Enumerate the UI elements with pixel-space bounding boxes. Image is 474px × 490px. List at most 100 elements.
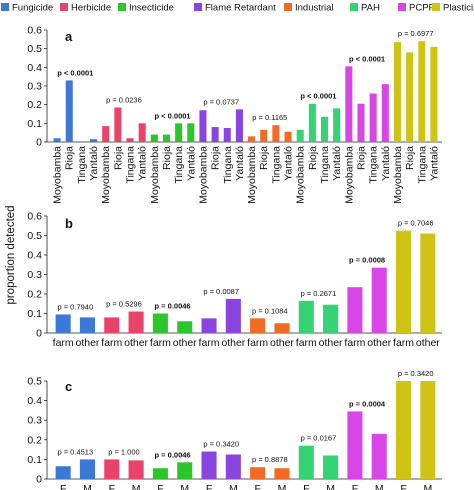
x-tick-label: Yantaló: [331, 146, 343, 181]
x-tick-label: Tingana: [125, 146, 137, 184]
bar: [187, 123, 195, 142]
bar: [104, 459, 120, 479]
bar: [406, 52, 414, 142]
y-tick-label: 0.6: [27, 211, 42, 223]
y-tick-label: 0: [36, 474, 42, 486]
x-tick-label: Tingana: [416, 146, 428, 184]
y-tick-label: 0.3: [27, 415, 42, 427]
p-value-label: p = 0.0737: [203, 97, 239, 106]
x-tick-label: M: [132, 483, 141, 490]
legend-swatch: [350, 3, 358, 11]
bar: [320, 116, 329, 142]
y-tick-label: 0.6: [27, 25, 42, 37]
p-value-label: p = 0.0004: [349, 399, 386, 408]
x-tick-label: Yantaló: [428, 146, 440, 181]
x-tick-label: M: [229, 483, 238, 490]
bar: [102, 126, 110, 142]
bar: [65, 80, 73, 142]
bar: [298, 445, 314, 479]
bar: [223, 128, 231, 142]
legend-swatch: [398, 3, 406, 11]
p-value-label: p < 0.0001: [155, 111, 191, 120]
legend-swatch: [432, 3, 440, 11]
x-tick-label: Moyobamba: [52, 146, 64, 204]
bar: [79, 459, 96, 479]
bar: [177, 321, 193, 333]
y-tick-label: 0.4: [27, 395, 42, 407]
y-tick-label: 0.4: [27, 62, 42, 74]
x-tick-label: farm: [393, 337, 414, 349]
bar: [274, 468, 290, 479]
legend: Fungicide Herbicide Insecticide Flame Retar…: [1, 3, 474, 14]
bar: [347, 287, 363, 333]
x-tick-label: Yantaló: [380, 146, 392, 181]
x-tick-label: farm: [344, 337, 365, 349]
bar: [126, 138, 134, 142]
x-tick-label: Rioja: [355, 146, 367, 170]
bar: [393, 42, 401, 143]
x-tick-label: Tingana: [270, 146, 282, 184]
bar: [274, 323, 290, 333]
panel-letter: b: [65, 216, 73, 231]
x-tick-label: Moyobamba: [246, 146, 258, 204]
p-value-label: p = 0.0087: [203, 287, 239, 296]
bar: [347, 411, 363, 479]
bar: [150, 134, 158, 142]
x-tick-label: Tingana: [368, 146, 380, 184]
x-tick-label: Moyobamba: [392, 146, 404, 204]
bar: [225, 454, 241, 479]
y-tick-label: 0.1: [27, 308, 42, 320]
bar: [308, 103, 316, 142]
x-tick-label: Moyobamba: [197, 146, 209, 204]
y-tick-label: 0.2: [27, 434, 42, 446]
x-tick-label: Yantaló: [137, 146, 149, 181]
p-value-label: p = 0.0008: [349, 256, 385, 265]
x-tick-label: farm: [199, 337, 220, 349]
p-value-label: p = 0.0046: [155, 302, 191, 311]
x-tick-label: F: [400, 483, 406, 490]
x-tick-label: Rioja: [307, 146, 319, 170]
y-tick-label: 0.5: [27, 376, 42, 388]
y-tick-label: 0: [36, 328, 42, 340]
x-tick-label: Rioja: [210, 146, 222, 170]
x-tick-label: Tingana: [319, 146, 331, 184]
bar: [250, 318, 266, 333]
bar: [357, 103, 365, 142]
x-tick-label: F: [352, 483, 358, 490]
legend-label: Industrial: [295, 3, 334, 14]
bar: [128, 460, 144, 479]
bar: [152, 468, 168, 479]
y-tick-label: 0.2: [27, 99, 42, 111]
bar: [250, 467, 266, 479]
bar: [201, 451, 217, 479]
x-tick-label: F: [60, 483, 66, 490]
bar: [420, 381, 436, 479]
x-tick-label: F: [109, 483, 115, 490]
bar: [420, 233, 436, 333]
panel-letter: c: [65, 379, 72, 394]
legend-label: Plasticizer: [443, 3, 474, 14]
panel-letter: a: [65, 29, 73, 44]
x-tick-label: other: [76, 337, 100, 349]
x-tick-label: other: [319, 337, 343, 349]
bar: [138, 123, 146, 142]
p-value-label: p = 0.1084: [252, 306, 288, 315]
bar: [175, 123, 183, 142]
y-tick-label: 0.1: [27, 454, 42, 466]
bar: [211, 127, 219, 142]
x-tick-label: M: [83, 483, 92, 490]
bar: [177, 462, 193, 479]
p-value-label: p = 0.6977: [398, 29, 434, 38]
legend-label: Flame Retardant: [205, 3, 276, 14]
bar: [260, 129, 268, 142]
bar: [345, 66, 353, 142]
p-value-label: p < 0.0001: [349, 54, 385, 63]
bar: [323, 304, 339, 333]
bar: [90, 139, 98, 142]
bar: [104, 317, 120, 333]
p-value-label: p = 0.3420: [398, 369, 434, 378]
x-tick-label: Moyobamba: [100, 146, 112, 204]
y-tick-label: 0.3: [27, 81, 42, 93]
